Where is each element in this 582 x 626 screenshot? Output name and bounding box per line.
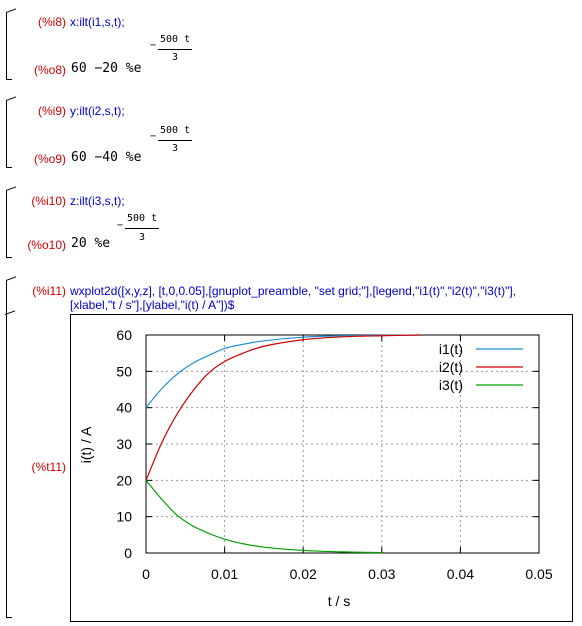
- output-expression: 60 −40 %e: [71, 150, 142, 165]
- y-tick-label: 40: [116, 400, 132, 416]
- input-label: (%i10): [31, 194, 66, 208]
- y-tick-label: 60: [116, 327, 132, 343]
- output-label: (%t11): [31, 460, 66, 474]
- cell-bracket[interactable]: [6, 190, 12, 258]
- input-line[interactable]: z:ilt(i3,s,t);: [70, 194, 125, 208]
- x-tick-label: 0.02: [290, 566, 317, 582]
- input-line[interactable]: x:ilt(i1,s,t);: [70, 15, 125, 29]
- cell-bracket[interactable]: [6, 280, 12, 618]
- x-tick-label: 0.01: [211, 566, 238, 582]
- y-tick-label: 0: [124, 545, 132, 561]
- y-tick-label: 10: [116, 509, 132, 525]
- input-label: (%i9): [37, 104, 66, 118]
- output-label: (%o10): [27, 238, 66, 252]
- legend-label: i1(t): [439, 341, 463, 357]
- series-line-i1(t): [145, 334, 422, 409]
- fraction-bar: [158, 140, 192, 141]
- x-tick-label: 0: [142, 566, 150, 582]
- exponent-numerator: 500 t: [127, 213, 158, 224]
- y-axis-label: i(t) / A: [78, 426, 94, 463]
- exponent-sign: −: [150, 40, 157, 51]
- output-expression: 60 −20 %e: [71, 61, 142, 76]
- exponent-sign: −: [117, 220, 124, 231]
- series-line-i3(t): [145, 479, 382, 554]
- x-tick-label: 0.05: [525, 566, 552, 582]
- cell-bracket[interactable]: [6, 12, 12, 80]
- exponent-numerator: 500 t: [160, 34, 191, 45]
- exponent-numerator: 500 t: [160, 125, 191, 136]
- input-line[interactable]: y:ilt(i2,s,t);: [70, 104, 125, 118]
- x-tick-label: 0.03: [368, 566, 395, 582]
- plot-area-border: [145, 334, 540, 554]
- input-label: (%i8): [37, 15, 66, 29]
- fraction-bar: [125, 228, 159, 229]
- line-chart: 0 10 20 30 40 50 60 0 0.01 0.02 0.03 0.04 0.05 i1(t)…: [78, 327, 553, 609]
- series-line-i2(t): [145, 334, 422, 481]
- exponent-denominator: 3: [172, 143, 179, 154]
- y-tick-label: 20: [116, 472, 132, 488]
- legend-label: i3(t): [439, 377, 463, 393]
- output-label: (%o9): [33, 152, 66, 166]
- exponent-denominator: 3: [139, 232, 146, 243]
- cell-bracket[interactable]: [6, 100, 12, 168]
- output-label: (%o8): [33, 63, 66, 77]
- exponent-sign: −: [150, 131, 157, 142]
- x-axis-label: t / s: [328, 593, 351, 609]
- x-tick-label: 0.04: [447, 566, 474, 582]
- plot-frame: 0 10 20 30 40 50 60 0 0.01 0.02 0.03 0.04 0.05 i1(t)…: [70, 314, 573, 622]
- input-label: (%i11): [32, 284, 66, 298]
- output-expression: 20 %e: [71, 236, 111, 251]
- y-tick-label: 30: [116, 436, 132, 452]
- exponent-denominator: 3: [172, 52, 179, 63]
- y-tick-label: 50: [116, 363, 132, 379]
- input-line[interactable]: wxplot2d([x,y,z], [t,0,0.05],[gnuplot_pr…: [70, 284, 517, 298]
- fraction-bar: [158, 49, 192, 50]
- legend-label: i2(t): [439, 359, 463, 375]
- input-line[interactable]: [xlabel,"t / s"],[ylabel,"i(t) / A"])$: [70, 298, 235, 312]
